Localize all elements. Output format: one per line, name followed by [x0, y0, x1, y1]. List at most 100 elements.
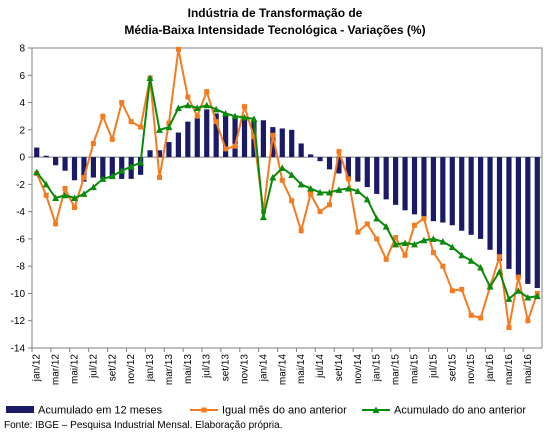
bar-acumulado-12-meses — [411, 157, 418, 215]
point-acumulado-ano — [259, 213, 267, 221]
point-acumulado-ano — [316, 189, 324, 196]
point-igual-mes — [90, 140, 96, 146]
point-igual-mes — [497, 254, 502, 260]
point-igual-mes — [62, 185, 68, 191]
point-acumulado-ano — [156, 126, 163, 133]
point-igual-mes — [412, 222, 417, 228]
bar-acumulado-12-meses — [393, 157, 399, 205]
legend-swatch-bar — [6, 406, 34, 413]
point-acumulado-ano — [411, 240, 418, 248]
point-igual-mes — [213, 119, 219, 125]
bar-acumulado-12-meses — [53, 157, 59, 166]
legend: Acumulado em 12 meses Igual mês do ano an… — [6, 405, 526, 417]
x-tick-label: mai/14 — [296, 354, 307, 384]
x-tick-label: mai/13 — [183, 354, 194, 384]
point-igual-mes — [525, 318, 531, 324]
bar-acumulado-12-meses — [534, 157, 540, 288]
bar-acumulado-12-meses — [241, 117, 248, 158]
x-tick-label: nov/13 — [240, 354, 251, 384]
x-tick-label: mai/15 — [410, 354, 421, 384]
point-igual-mes — [478, 315, 484, 321]
point-acumulado-ano — [439, 238, 447, 245]
x-tick-label: jul/12 — [88, 354, 99, 379]
x-tick-label: mai/16 — [523, 354, 534, 384]
bar-acumulado-12-meses — [402, 157, 408, 211]
x-tick-label: jul/15 — [428, 354, 439, 379]
point-acumulado-ano — [392, 240, 400, 248]
point-acumulado-ano — [326, 189, 333, 196]
point-acumulado-ano — [231, 112, 239, 120]
point-igual-mes — [157, 175, 162, 181]
point-acumulado-ano — [477, 264, 485, 271]
point-igual-mes — [336, 149, 342, 155]
chart-title-line1: Indústria de Transformação de — [187, 6, 363, 20]
y-tick-label: 6 — [19, 71, 25, 82]
legend-label-igual-mes: Igual mês do ano anterior — [222, 405, 347, 417]
point-acumulado-ano — [354, 187, 362, 195]
y-tick-label: -14 — [11, 344, 26, 355]
point-igual-mes — [251, 134, 257, 140]
point-acumulado-ano — [137, 159, 145, 166]
x-tick-label: jan/13 — [145, 354, 156, 383]
point-acumulado-ano — [52, 194, 60, 201]
point-acumulado-ano — [278, 164, 286, 171]
point-igual-mes — [459, 286, 465, 292]
bar-acumulado-12-meses — [232, 116, 238, 158]
x-tick-label: nov/14 — [353, 354, 364, 384]
point-igual-mes — [53, 221, 59, 227]
x-tick-label: jan/15 — [372, 354, 383, 383]
point-acumulado-ano — [486, 283, 494, 290]
bar-acumulado-12-meses — [34, 147, 40, 158]
point-acumulado-ano — [222, 109, 230, 117]
x-tick-label: jul/14 — [315, 354, 326, 379]
point-acumulado-ano — [42, 180, 50, 188]
point-acumulado-ano — [127, 163, 135, 170]
point-acumulado-ano — [448, 243, 456, 251]
chart-title-line2: Média-Baixa Intensidade Tecnológica - Va… — [124, 23, 426, 37]
point-acumulado-ano — [80, 190, 88, 197]
point-acumulado-ano — [108, 172, 116, 180]
point-igual-mes — [72, 205, 77, 211]
bar-acumulado-12-meses — [62, 157, 68, 171]
point-igual-mes — [506, 325, 512, 331]
legend-label-acumulado-12-meses: Acumulado em 12 meses — [38, 405, 163, 417]
y-tick-label: -10 — [11, 289, 26, 300]
point-acumulado-ano — [514, 287, 522, 294]
bar-acumulado-12-meses — [185, 121, 191, 158]
point-igual-mes — [345, 176, 351, 182]
point-acumulado-ano — [467, 257, 475, 264]
point-igual-mes — [270, 132, 276, 138]
point-igual-mes — [81, 175, 87, 181]
bar-acumulado-12-meses — [138, 157, 144, 175]
bar-acumulado-12-meses — [81, 157, 87, 182]
point-igual-mes — [468, 312, 474, 318]
point-igual-mes — [515, 274, 521, 280]
point-igual-mes — [393, 235, 399, 241]
bar-acumulado-12-meses — [430, 157, 436, 222]
bar-acumulado-12-meses — [496, 157, 503, 261]
bar-acumulado-12-meses — [421, 157, 427, 218]
y-tick-label: -4 — [16, 207, 25, 218]
line-series-layer — [33, 46, 541, 331]
bar-acumulado-12-meses — [364, 157, 370, 188]
point-igual-mes — [383, 256, 389, 262]
bar-acumulado-12-meses — [289, 129, 295, 158]
bar-acumulado-12-meses — [213, 113, 219, 158]
point-acumulado-ano — [429, 235, 437, 242]
point-igual-mes — [175, 46, 181, 52]
point-igual-mes — [204, 89, 210, 95]
bar-acumulado-12-meses — [478, 157, 484, 239]
bar-acumulado-12-meses — [345, 157, 351, 179]
point-acumulado-ano — [193, 104, 201, 111]
x-tick-label: mar/12 — [51, 354, 62, 386]
y-tick-label: 8 — [19, 44, 25, 55]
legend-label-acumulado-ano: Acumulado do ano anterior — [394, 405, 526, 417]
point-igual-mes — [355, 229, 361, 235]
legend-marker-igual-mes — [201, 407, 207, 413]
point-acumulado-ano — [533, 292, 541, 300]
point-igual-mes — [232, 143, 238, 149]
bar-acumulado-12-meses — [459, 157, 465, 231]
x-tick-label: set/15 — [447, 354, 458, 382]
point-acumulado-ano — [99, 175, 107, 182]
bar-acumulado-12-meses — [317, 157, 323, 162]
